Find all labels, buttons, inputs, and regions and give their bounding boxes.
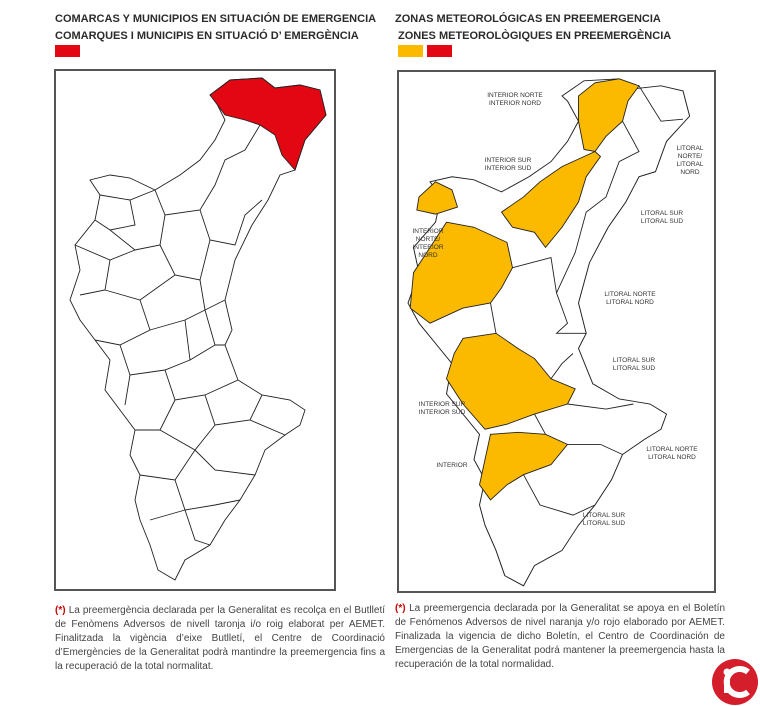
map-frame: [54, 69, 336, 591]
zone-label: NORD: [680, 169, 699, 176]
zone-label: INTERIOR: [412, 244, 443, 251]
right-map: [407, 78, 691, 587]
zone-label: INTERIOR: [436, 462, 467, 469]
note-text: La preemergencia declarada por la Genera…: [395, 603, 726, 670]
right-note: (*) La preemergencia declarada por la Ge…: [395, 602, 725, 672]
zone-label: LITORAL SUR: [583, 512, 626, 519]
left-note: (*) La preemergència declarada per la Ge…: [55, 604, 385, 674]
zone-label: INTERIOR SUD: [485, 165, 532, 172]
zone-label: LITORAL NORD: [606, 299, 654, 306]
zone-label: LITORAL NORD: [648, 454, 696, 461]
zone-label: LITORAL SUR: [613, 357, 656, 364]
zone-label: LITORAL SUD: [583, 520, 626, 527]
zone-label: NORD: [418, 252, 437, 259]
right-title: ZONES METEOROLÒGIQUES EN PREEMERGÈNCIA: [398, 29, 671, 42]
zone-label: NORTE/: [678, 153, 703, 160]
zone-label: LITORAL SUR: [641, 210, 684, 217]
right-title: ZONAS METEOROLÓGICAS EN PREEMERGENCIA: [395, 12, 661, 25]
zone-label: INTERIOR SUR: [419, 401, 466, 408]
note-text: La preemergència declarada per la Genera…: [55, 605, 385, 672]
legend-orange: [398, 45, 423, 57]
zone-label: LITORAL SUD: [641, 218, 684, 225]
zone-label: INTERIOR NORTE: [487, 92, 543, 99]
zone-label: LITORAL SUD: [613, 365, 656, 372]
zone-label: INTERIOR NORD: [489, 100, 541, 107]
left-title: COMARQUES I MUNICIPIS EN SITUACIÓ D’ EME…: [55, 29, 359, 42]
legend-red: [55, 45, 80, 57]
note-mark: (*): [55, 605, 66, 616]
left-map: [69, 77, 327, 581]
zone-label: LITORAL: [677, 161, 704, 168]
zone-label: LITORAL NORTE: [646, 446, 698, 453]
left-title: COMARCAS Y MUNICIPIOS EN SITUACIÓN DE EM…: [55, 12, 376, 25]
legend-red: [427, 45, 452, 57]
zone-label: LITORAL NORTE: [604, 291, 656, 298]
logo: [712, 659, 758, 705]
zone-label: LITORAL: [677, 145, 704, 152]
note-mark: (*): [395, 603, 406, 614]
zone-label: INTERIOR SUD: [419, 409, 466, 416]
zone-label: INTERIOR: [412, 228, 443, 235]
zone-label: NORTE/: [416, 236, 441, 243]
zone-label: INTERIOR SUR: [485, 157, 532, 164]
map-frame: [397, 70, 716, 593]
